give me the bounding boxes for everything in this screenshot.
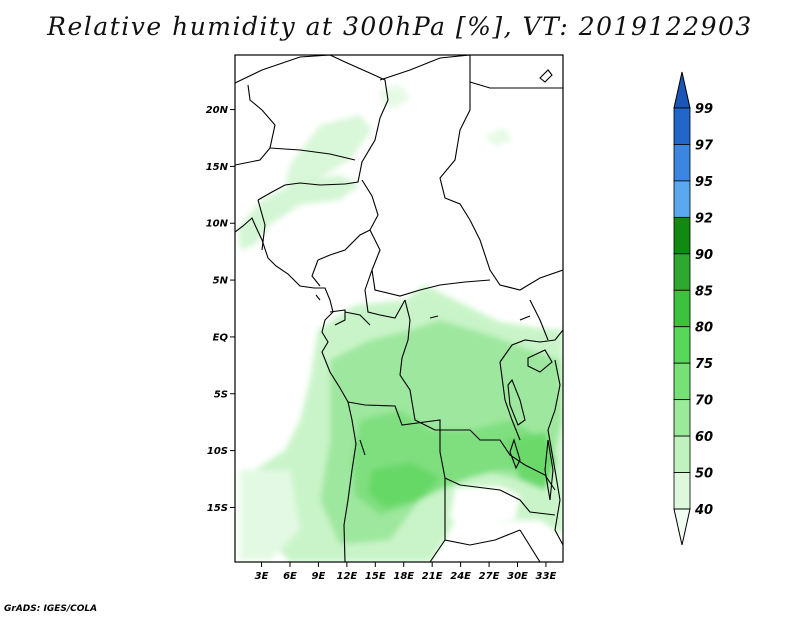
colorbar-box [673, 289, 691, 328]
humidity-area-sahel [238, 175, 360, 250]
lon-tick-label: 6E [283, 571, 297, 582]
colorbar-box [673, 144, 691, 182]
colorbar-box [673, 362, 691, 401]
humidity-area-ne [485, 128, 512, 146]
lat-tick-label: 20N [206, 105, 229, 116]
lon-tick-label: 24E [450, 571, 471, 582]
colorbar-label: 60 [695, 430, 713, 445]
lat-tick-label: 15N [206, 162, 229, 173]
lat-tick-label: 10N [206, 219, 229, 230]
colorbar-label: 70 [695, 394, 713, 409]
humidity-area-east-core [505, 432, 556, 490]
longitude-axis: 3E 6E 9E 12E 15E 18E 21E 24E 27E 30E 33E [255, 562, 557, 582]
humidity-area-north [380, 85, 410, 108]
colorbar-box [673, 253, 691, 291]
humidity-area-sahara [285, 115, 372, 185]
map-frame [234, 54, 564, 563]
colorbar-top-arrow [673, 71, 691, 109]
colorbar-box [673, 472, 691, 510]
colorbar-label: 99 [695, 102, 713, 117]
lon-tick-label: 18E [393, 571, 414, 582]
colorbar-label: 40 [694, 503, 713, 518]
colorbar-label: 75 [695, 357, 713, 372]
colorbar-box [673, 326, 691, 364]
colorbar-label: 50 [695, 467, 713, 482]
colorbar-box [673, 435, 691, 473]
humidity-area-core2 [368, 462, 440, 508]
colorbar-label: 97 [695, 138, 714, 153]
lon-tick-label: 12E [336, 571, 357, 582]
lon-tick-label: 27E [479, 571, 500, 582]
colorbar: 99 97 95 92 90 85 80 75 70 60 50 40 [673, 71, 714, 546]
lon-tick-label: 15E [365, 571, 386, 582]
colorbar-label: 92 [695, 211, 713, 226]
colorbar-bottom-arrow [673, 508, 691, 546]
lat-tick-label: 10S [207, 446, 228, 457]
humidity-area-sw [240, 470, 300, 560]
lat-tick-label: 5S [214, 389, 228, 400]
latitude-axis: 20N 15N 10N 5N EQ 5S 10S 15S [206, 105, 235, 514]
country-borders [235, 55, 563, 562]
humidity-field [238, 85, 563, 562]
colorbar-box [673, 216, 691, 255]
lat-tick-label: EQ [213, 332, 229, 343]
colorbar-box [673, 399, 691, 437]
lat-tick-label: 5N [213, 276, 229, 287]
dry-patch [450, 486, 520, 530]
colorbar-label: 85 [695, 284, 713, 299]
lon-tick-label: 30E [507, 571, 528, 582]
lon-tick-label: 3E [255, 571, 269, 582]
lat-tick-label: 15S [207, 503, 228, 514]
lon-tick-label: 9E [312, 571, 326, 582]
colorbar-box [673, 180, 691, 218]
colorbar-label: 80 [695, 321, 713, 336]
lon-tick-label: 21E [422, 571, 443, 582]
lon-tick-label: 33E [536, 571, 557, 582]
colorbar-label: 90 [695, 248, 713, 263]
grads-credit: GrADS: IGES/COLA [4, 604, 98, 614]
chart-title: Relative humidity at 300hPa [%], VT: 201… [47, 12, 753, 41]
colorbar-label: 95 [695, 175, 713, 190]
colorbar-box [673, 107, 691, 145]
